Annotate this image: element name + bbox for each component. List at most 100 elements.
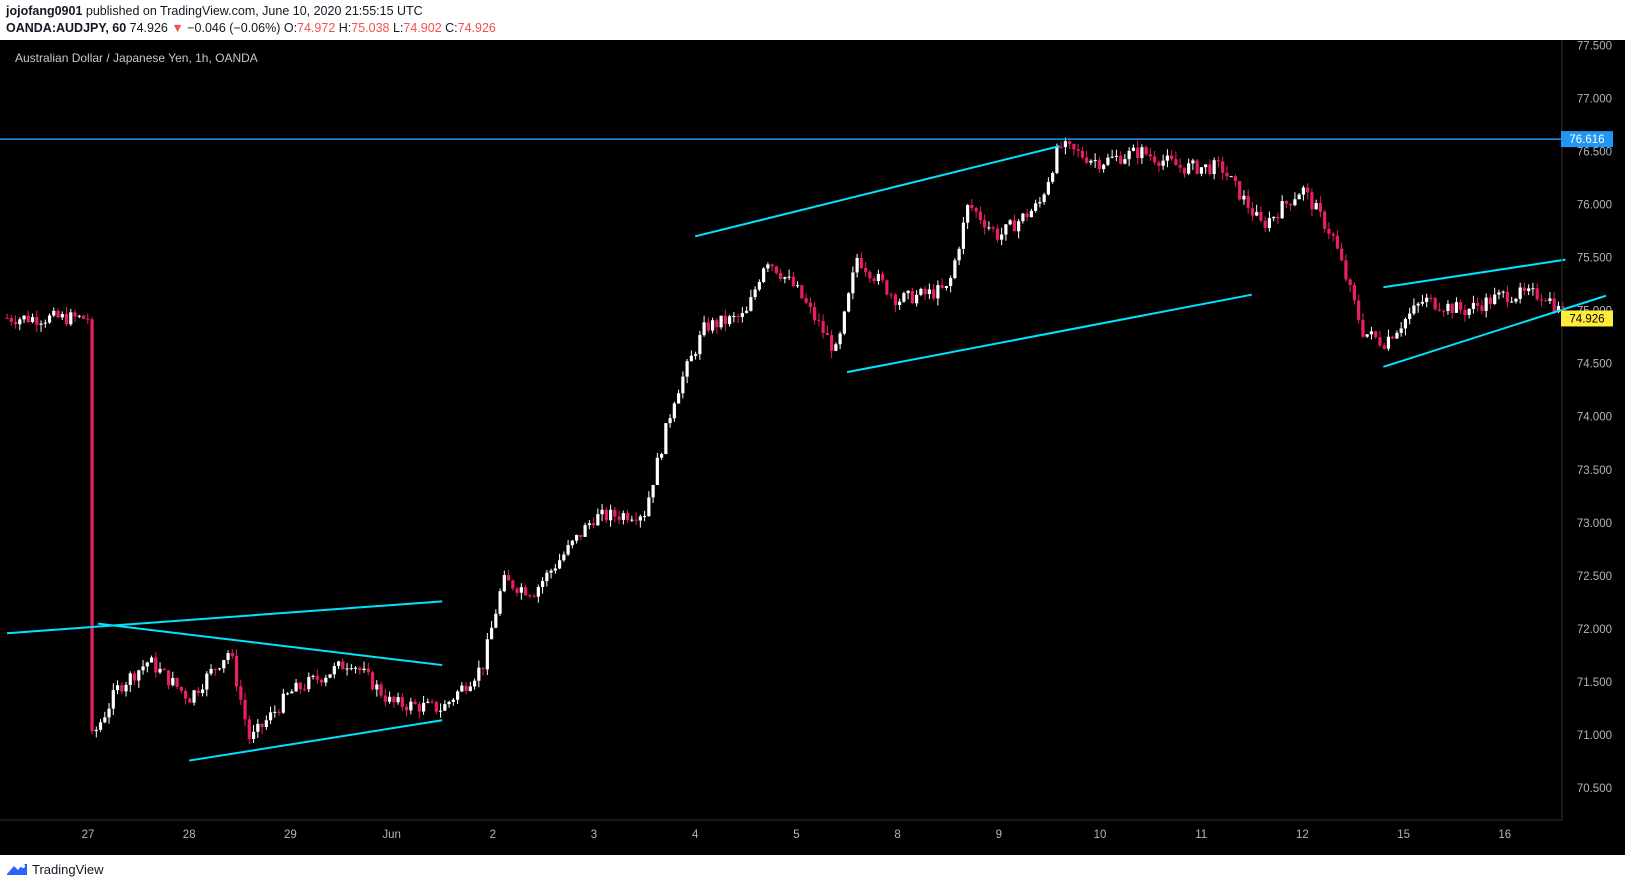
low-label: L: bbox=[392, 21, 404, 35]
candle-body bbox=[1314, 203, 1318, 210]
candle-body bbox=[1340, 248, 1344, 261]
high-label: H: bbox=[338, 21, 352, 35]
candle-body bbox=[1335, 235, 1340, 249]
tradingview-brand[interactable]: TradingView bbox=[6, 861, 104, 877]
candle-body bbox=[574, 535, 579, 541]
candle-body bbox=[808, 302, 812, 308]
candle-body bbox=[217, 668, 222, 670]
candle-body bbox=[1008, 220, 1012, 225]
price-chart[interactable]: Australian Dollar / Japanese Yen, 1h, OA… bbox=[0, 40, 1625, 855]
candle-body bbox=[1157, 162, 1161, 166]
trendline[interactable] bbox=[1383, 294, 1607, 368]
candle-body bbox=[366, 668, 370, 673]
candle-body bbox=[1548, 298, 1552, 301]
candle-body bbox=[137, 670, 141, 681]
candle-body bbox=[1042, 194, 1046, 203]
candle-body bbox=[22, 315, 26, 320]
candle-body bbox=[1144, 147, 1148, 155]
candle-body bbox=[1242, 195, 1246, 200]
current-price-tag: 74.926 bbox=[1569, 313, 1604, 325]
x-tick-label: 28 bbox=[183, 829, 196, 841]
candle-body bbox=[1017, 221, 1021, 232]
trendline[interactable] bbox=[846, 293, 1252, 374]
candle-body bbox=[723, 315, 727, 325]
tradingview-logo-icon bbox=[7, 864, 27, 875]
trendline[interactable] bbox=[694, 145, 1060, 238]
candle-body bbox=[239, 686, 243, 700]
candle-body bbox=[919, 288, 923, 295]
candle-body bbox=[1093, 159, 1097, 161]
candle-body bbox=[128, 673, 132, 685]
candle-body bbox=[685, 361, 689, 377]
candle-body bbox=[455, 691, 460, 700]
y-tick-label: 77.000 bbox=[1577, 93, 1612, 105]
candle-body bbox=[86, 318, 90, 320]
candle-body bbox=[728, 316, 732, 325]
trendline[interactable] bbox=[98, 622, 443, 667]
candle-body bbox=[749, 297, 753, 311]
candle-body bbox=[1344, 260, 1348, 280]
author-name[interactable]: jojofang0901 bbox=[6, 4, 83, 18]
candle-body bbox=[1182, 167, 1187, 174]
candle-body bbox=[834, 344, 838, 351]
symbol-name[interactable]: OANDA:AUDJPY, 60 bbox=[6, 21, 127, 35]
candle-body bbox=[1399, 328, 1403, 333]
candle-body bbox=[1280, 201, 1284, 219]
open-label: O: bbox=[283, 21, 298, 35]
candle-body bbox=[345, 668, 349, 670]
candle-body bbox=[18, 319, 22, 325]
candle-body bbox=[1539, 299, 1544, 301]
x-tick-label: 27 bbox=[82, 829, 95, 841]
candle-body bbox=[460, 685, 464, 692]
candle-body bbox=[485, 639, 489, 670]
trendline[interactable] bbox=[1383, 258, 1566, 289]
candle-body bbox=[1148, 154, 1152, 157]
price-axis[interactable]: 77.50077.00076.50076.00075.50075.00074.5… bbox=[1577, 40, 1612, 795]
candle-body bbox=[1331, 233, 1335, 236]
candle-body bbox=[1442, 310, 1446, 312]
candle-body bbox=[209, 668, 213, 674]
candle-body bbox=[949, 278, 953, 286]
x-tick-label: 9 bbox=[996, 829, 1002, 841]
candle-body bbox=[1484, 297, 1488, 311]
candle-body bbox=[796, 285, 800, 287]
candle-body bbox=[519, 587, 523, 593]
candle-body bbox=[1204, 164, 1208, 168]
chart-area[interactable]: Australian Dollar / Japanese Yen, 1h, OA… bbox=[0, 40, 1625, 855]
candle-body bbox=[787, 276, 791, 278]
candle-body bbox=[719, 315, 723, 328]
candle-body bbox=[532, 595, 536, 597]
candle-body bbox=[81, 315, 86, 319]
trendline[interactable] bbox=[6, 600, 443, 635]
candle-body bbox=[753, 289, 757, 298]
candle-body bbox=[298, 682, 302, 690]
candle-body bbox=[1327, 228, 1331, 234]
trendline[interactable] bbox=[189, 719, 443, 762]
x-tick-label: 10 bbox=[1094, 829, 1107, 841]
candle-body bbox=[1488, 297, 1493, 305]
candle-body bbox=[511, 580, 515, 589]
candle-body bbox=[889, 294, 893, 296]
candle-body bbox=[689, 355, 693, 362]
candle-body bbox=[447, 701, 451, 705]
candle-body bbox=[774, 266, 778, 274]
candle-body bbox=[515, 588, 519, 593]
candle-body bbox=[200, 689, 205, 694]
candle-body bbox=[736, 316, 740, 318]
candle-body bbox=[1136, 147, 1140, 159]
candle-body bbox=[1221, 161, 1225, 173]
candle-body bbox=[56, 310, 60, 318]
candle-body bbox=[1276, 216, 1280, 219]
candle-body bbox=[1051, 173, 1055, 182]
candle-body bbox=[821, 320, 825, 333]
candle-body bbox=[927, 289, 931, 295]
candle-body bbox=[171, 678, 175, 686]
candle-body bbox=[1029, 210, 1033, 218]
time-axis[interactable]: 27 28 29 Jun 2 3 4 5 8 9 10 11 12 15 16 bbox=[82, 829, 1512, 841]
candle-body bbox=[596, 514, 600, 526]
candle-body bbox=[698, 335, 702, 355]
candle-body bbox=[800, 285, 804, 299]
candle-body bbox=[970, 205, 974, 209]
y-tick-label: 72.000 bbox=[1577, 624, 1612, 636]
candle-body bbox=[247, 719, 251, 739]
